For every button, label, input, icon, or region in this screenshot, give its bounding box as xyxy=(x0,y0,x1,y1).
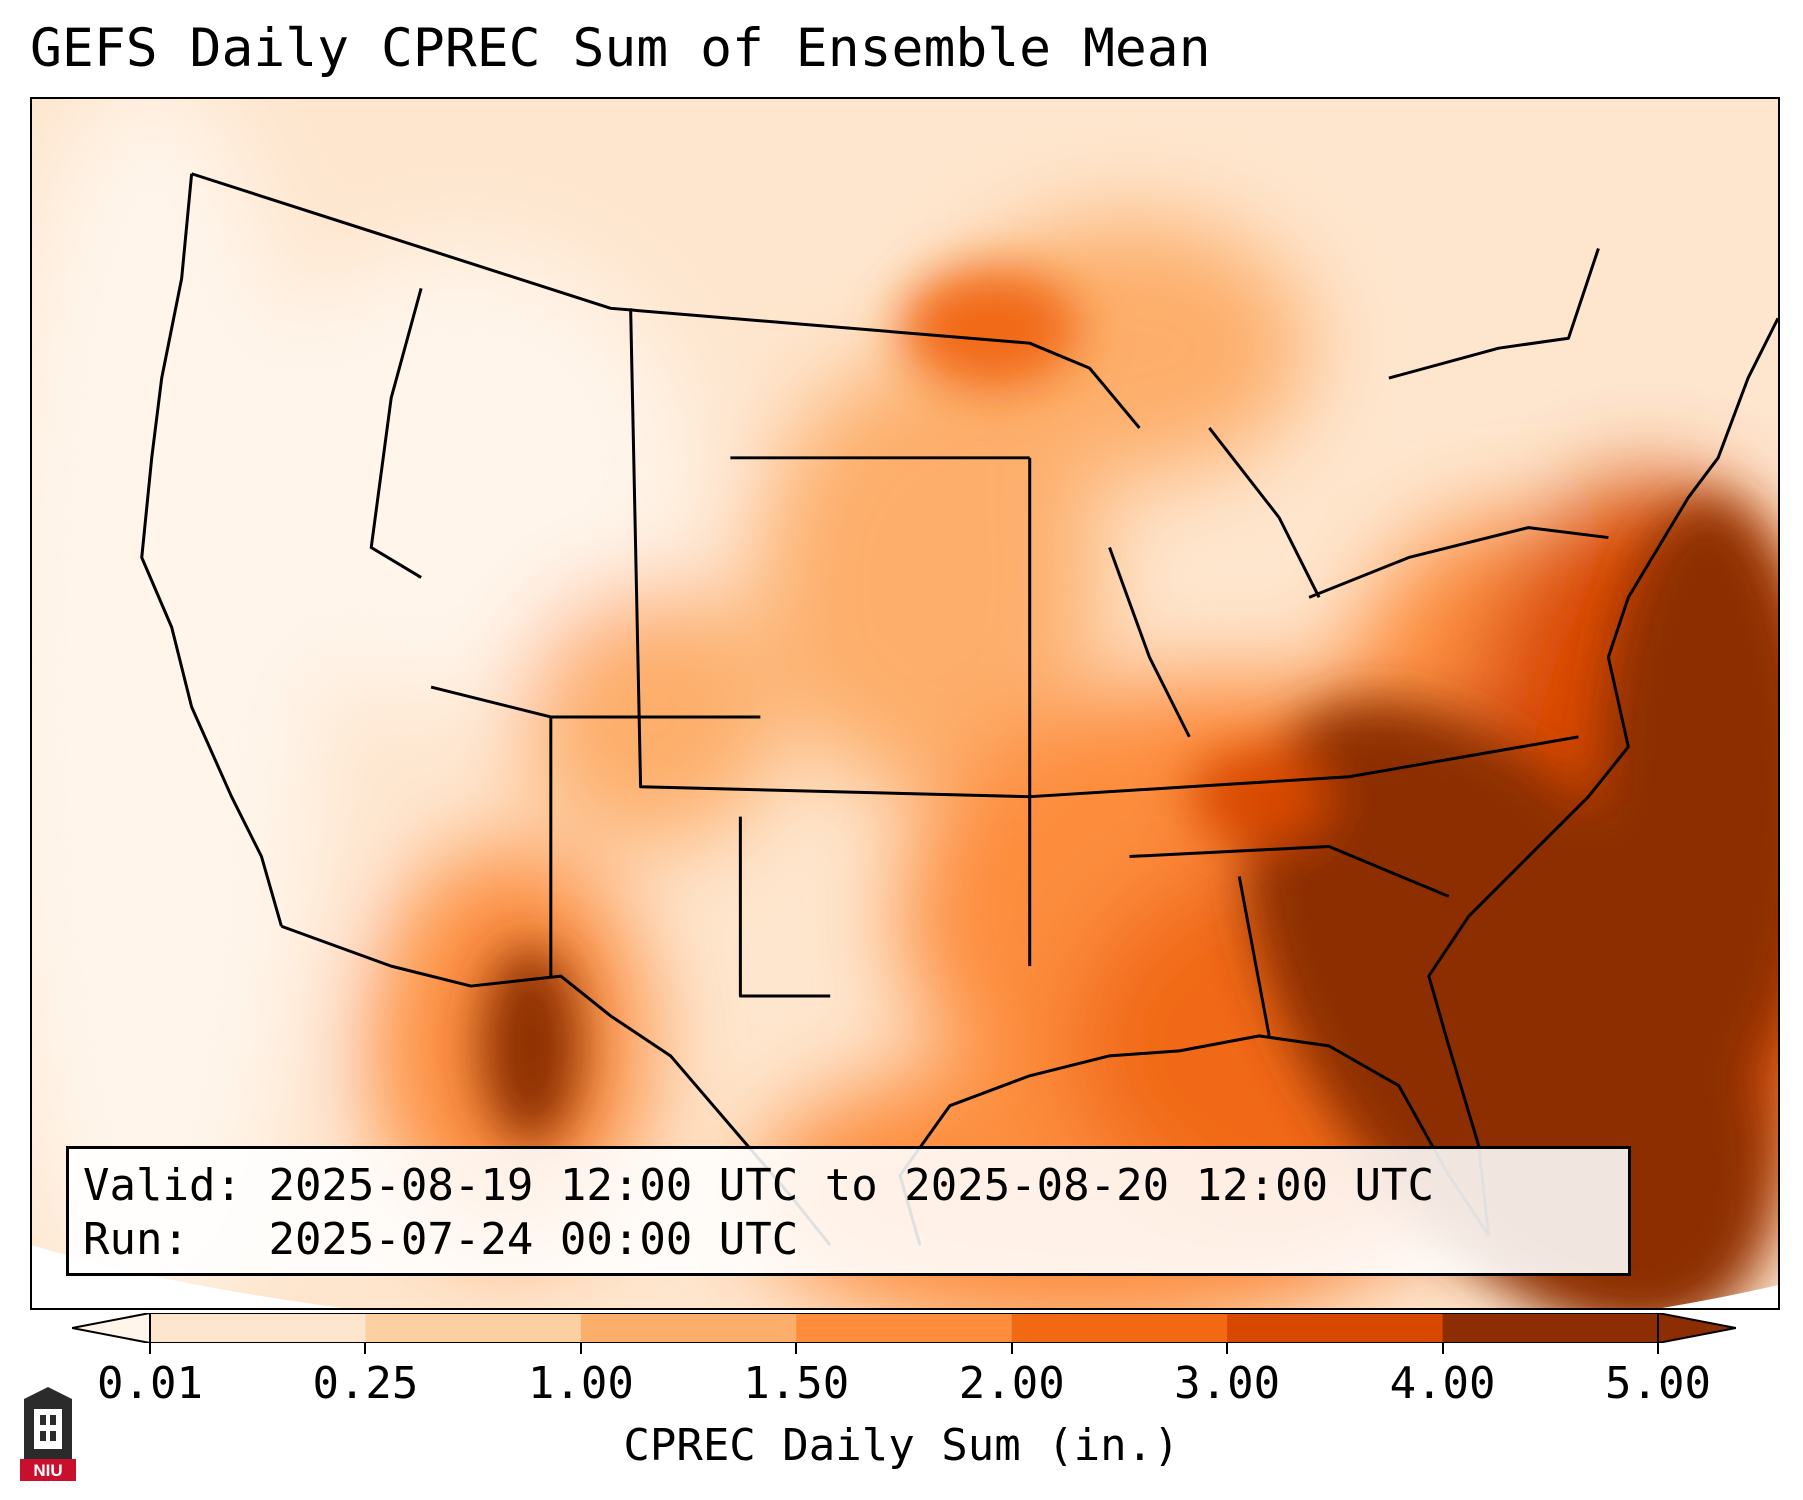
colorbar-segment xyxy=(365,1313,582,1343)
colorbar-tick xyxy=(1657,1343,1659,1354)
colorbar-tick xyxy=(579,1343,582,1354)
logo-text: NIU xyxy=(33,1461,62,1480)
colorbar-tick xyxy=(364,1343,367,1354)
colorbar-segment xyxy=(796,1313,1013,1343)
map-panel xyxy=(30,97,1780,1310)
colorbar-tick-label: 2.00 xyxy=(958,1358,1065,1409)
colorbar-tick xyxy=(1441,1343,1444,1354)
map-title: GEFS Daily CPREC Sum of Ensemble Mean xyxy=(30,18,1211,79)
colorbar-title: CPREC Daily Sum (in.) xyxy=(623,1420,1180,1471)
colorbar-tick-label: 4.00 xyxy=(1389,1358,1496,1409)
colorbar-tick xyxy=(1226,1343,1229,1354)
map-boundaries xyxy=(140,172,1778,1247)
colorbar-tick-label: 1.00 xyxy=(527,1358,634,1409)
colorbar-tick-label: 5.00 xyxy=(1605,1358,1711,1409)
colorbar-tick-label: 0.01 xyxy=(97,1358,203,1409)
valid-label: Valid: xyxy=(83,1160,242,1211)
colorbar-segment xyxy=(1442,1313,1659,1343)
colorbar-extend-low xyxy=(72,1313,151,1343)
valid-value: 2025-08-19 12:00 UTC to 2025-08-20 12:00… xyxy=(268,1160,1435,1211)
run-value: 2025-07-24 00:00 UTC xyxy=(268,1214,799,1265)
colorbar xyxy=(72,1313,1736,1343)
niu-logo: NIU xyxy=(20,1387,76,1481)
valid-run-info: Valid: 2025-08-19 12:00 UTC to 2025-08-2… xyxy=(66,1146,1631,1276)
colorbar-tick-label: 3.00 xyxy=(1174,1358,1281,1409)
run-label: Run: xyxy=(83,1214,189,1265)
colorbar-tick xyxy=(1010,1343,1013,1354)
colorbar-segment xyxy=(580,1313,797,1343)
colorbar-tick-label: 0.25 xyxy=(312,1358,419,1409)
colorbar-segment xyxy=(1227,1313,1444,1343)
colorbar-tick xyxy=(795,1343,798,1354)
colorbar-tick xyxy=(149,1343,151,1354)
colorbar-segment xyxy=(150,1313,366,1343)
colorbar-tick-label: 1.50 xyxy=(743,1358,850,1409)
colorbar-extend-high xyxy=(1657,1313,1736,1343)
precip-field xyxy=(32,99,1778,1308)
colorbar-segment xyxy=(1011,1313,1228,1343)
precipitation-map xyxy=(32,99,1778,1308)
